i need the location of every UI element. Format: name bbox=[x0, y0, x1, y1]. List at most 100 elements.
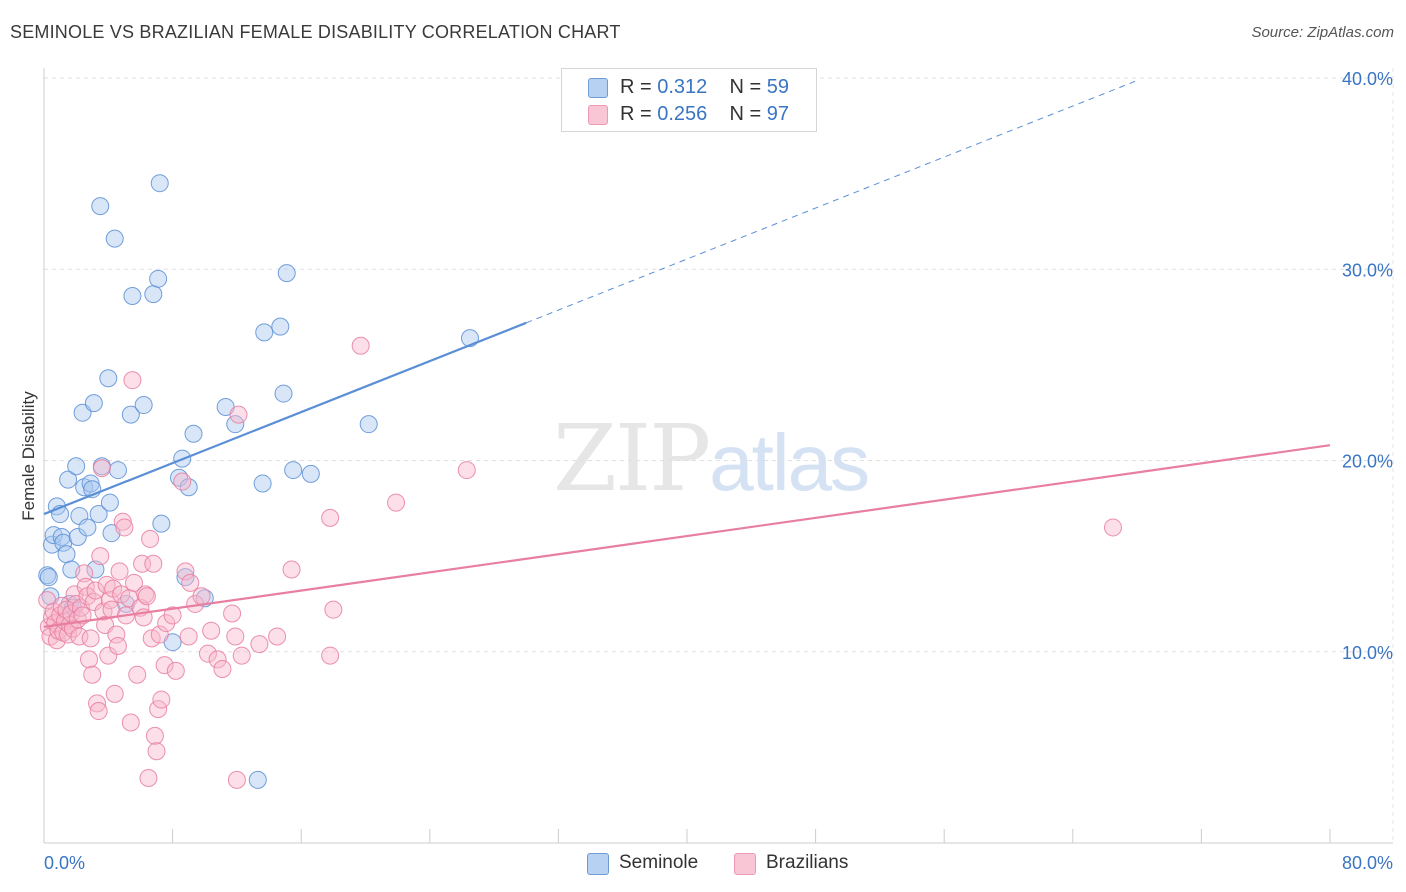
data-point-seminole bbox=[123, 287, 142, 306]
y-axis-label: Female Disability bbox=[19, 391, 38, 521]
watermark-zip: ZIP bbox=[553, 405, 711, 512]
data-point-brazilians bbox=[139, 768, 158, 787]
data-point-brazilians bbox=[76, 577, 95, 596]
bottom-legend-swatch-brazilians bbox=[734, 853, 756, 875]
watermark-atlas: atlas bbox=[709, 418, 870, 507]
data-point-seminole bbox=[78, 518, 97, 537]
data-point-brazilians bbox=[232, 646, 251, 665]
chart-source: Source: ZipAtlas.com bbox=[1251, 24, 1394, 41]
data-points bbox=[38, 174, 1122, 789]
data-point-brazilians bbox=[105, 684, 124, 703]
data-point-brazilians bbox=[226, 627, 245, 646]
trend-line-brazilians bbox=[43, 444, 1331, 628]
data-point-brazilians bbox=[387, 493, 406, 512]
data-point-brazilians bbox=[108, 637, 127, 656]
bottom-legend-label-brazilians: Brazilians bbox=[766, 852, 849, 873]
data-point-seminole bbox=[253, 474, 272, 493]
data-point-brazilians bbox=[141, 529, 160, 548]
data-point-brazilians bbox=[179, 627, 198, 646]
data-point-brazilians bbox=[80, 650, 99, 669]
tick-labels: 10.0% 20.0% 30.0% 40.0% 0.0% 80.0% Female Disa… bbox=[19, 69, 1393, 873]
data-point-brazilians bbox=[63, 619, 82, 638]
data-point-seminole bbox=[248, 770, 267, 789]
data-point-brazilians bbox=[198, 644, 217, 663]
data-point-seminole bbox=[149, 269, 168, 288]
data-point-seminole bbox=[67, 457, 86, 476]
data-point-brazilians bbox=[155, 656, 174, 675]
legend-n-value-seminole: 59 bbox=[766, 76, 790, 98]
data-point-brazilians bbox=[250, 635, 269, 654]
data-point-seminole bbox=[195, 589, 214, 608]
data-point-brazilians bbox=[324, 600, 343, 619]
data-point-brazilians bbox=[152, 690, 171, 709]
data-point-brazilians bbox=[107, 625, 126, 644]
data-point-seminole bbox=[68, 528, 87, 546]
data-point-brazilians bbox=[128, 665, 147, 684]
data-point-seminole bbox=[274, 384, 293, 403]
data-point-seminole bbox=[91, 197, 110, 216]
data-point-brazilians bbox=[268, 627, 287, 646]
data-point-seminole bbox=[176, 568, 195, 587]
data-point-brazilians bbox=[181, 573, 200, 592]
data-point-seminole bbox=[144, 285, 163, 304]
data-point-brazilians bbox=[157, 614, 176, 633]
data-point-brazilians bbox=[229, 405, 248, 424]
data-point-seminole bbox=[105, 229, 124, 248]
data-point-brazilians bbox=[83, 665, 102, 684]
y-tick-label: 20.0% bbox=[1342, 452, 1393, 472]
data-point-seminole bbox=[89, 505, 108, 524]
data-point-brazilians bbox=[227, 770, 246, 789]
data-point-seminole bbox=[43, 535, 62, 554]
data-point-brazilians bbox=[176, 562, 195, 581]
trend-lines bbox=[43, 80, 1331, 628]
data-point-seminole bbox=[271, 317, 290, 336]
data-point-seminole bbox=[57, 545, 76, 564]
legend-n-value-brazilians: 97 bbox=[766, 103, 790, 125]
data-point-seminole bbox=[284, 461, 303, 480]
data-point-brazilians bbox=[91, 547, 110, 566]
legend-n-label: N = bbox=[729, 76, 762, 98]
data-point-brazilians bbox=[88, 694, 107, 713]
data-point-brazilians bbox=[1103, 518, 1122, 537]
data-point-brazilians bbox=[321, 646, 340, 665]
data-point-seminole bbox=[134, 396, 153, 415]
data-point-seminole bbox=[226, 415, 245, 434]
data-point-brazilians bbox=[59, 625, 78, 644]
legend-n-label: N = bbox=[729, 103, 762, 125]
data-point-seminole bbox=[84, 394, 103, 413]
legend-swatch-seminole bbox=[588, 78, 608, 98]
data-point-brazilians bbox=[173, 472, 192, 491]
data-point-brazilians bbox=[86, 581, 105, 600]
data-point-brazilians bbox=[351, 336, 370, 355]
data-point-brazilians bbox=[208, 650, 227, 669]
data-point-brazilians bbox=[110, 562, 129, 581]
data-point-seminole bbox=[184, 424, 203, 443]
data-point-seminole bbox=[86, 560, 105, 579]
data-point-brazilians bbox=[145, 726, 164, 745]
data-point-seminole bbox=[255, 323, 274, 342]
data-point-seminole bbox=[277, 264, 296, 283]
data-point-brazilians bbox=[75, 564, 94, 583]
bottom-legend-label-seminole: Seminole bbox=[619, 852, 699, 873]
x-tick-label: 0.0% bbox=[44, 853, 85, 873]
chart-title: SEMINOLE VS BRAZILIAN FEMALE DISABILITY … bbox=[10, 22, 621, 42]
y-tick-label: 40.0% bbox=[1342, 69, 1393, 89]
data-point-brazilians bbox=[147, 742, 166, 761]
data-point-brazilians bbox=[81, 629, 100, 648]
gridlines bbox=[44, 68, 1394, 843]
legend: R = 0.312 N = 59 R = 0.256 N = 97 bbox=[561, 68, 817, 132]
data-point-seminole bbox=[59, 470, 78, 489]
data-point-brazilians bbox=[125, 573, 144, 592]
data-point-brazilians bbox=[282, 560, 301, 579]
data-point-brazilians bbox=[321, 508, 340, 527]
data-point-brazilians bbox=[202, 621, 221, 640]
data-point-brazilians bbox=[150, 625, 169, 644]
data-point-brazilians bbox=[121, 713, 140, 732]
legend-r-value-seminole: 0.312 bbox=[657, 76, 708, 98]
data-point-seminole bbox=[152, 514, 171, 533]
data-point-brazilians bbox=[223, 604, 242, 623]
data-point-brazilians bbox=[99, 646, 118, 665]
data-point-seminole bbox=[301, 464, 320, 483]
trend-line-seminole bbox=[43, 321, 527, 516]
